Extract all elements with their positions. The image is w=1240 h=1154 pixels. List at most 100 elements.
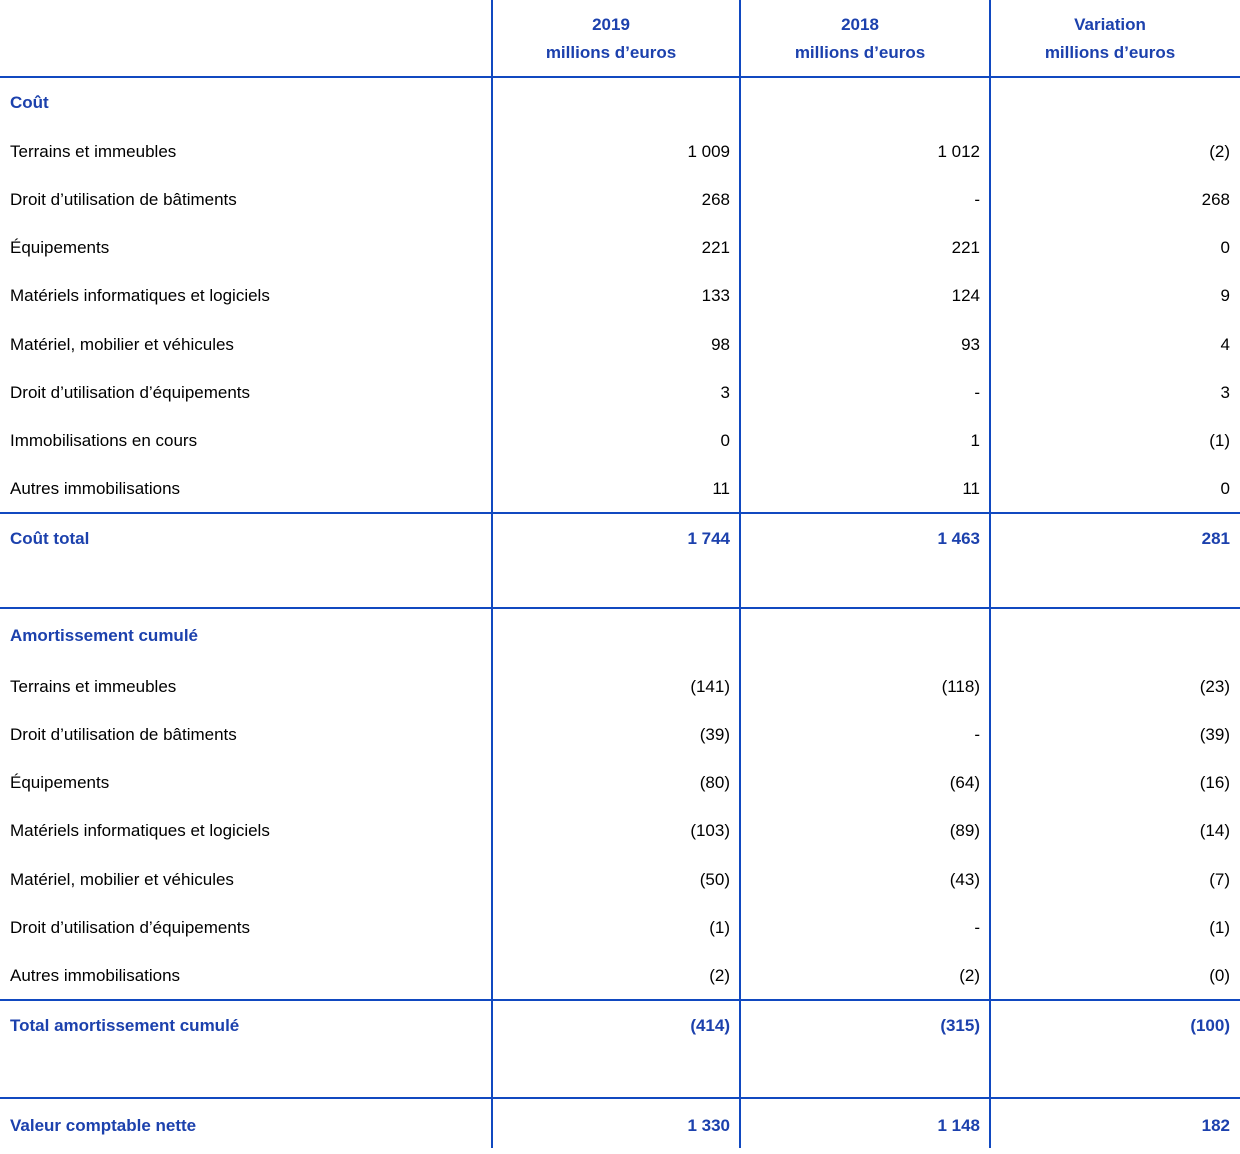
value-variation: 0 xyxy=(1220,478,1230,498)
table-row: Immobilisations en cours 0 1 (1) xyxy=(0,417,1240,465)
row-label: Droit d’utilisation de bâtiments xyxy=(10,725,237,745)
row-label: Droit d’utilisation de bâtiments xyxy=(10,190,237,210)
total-label: Coût total xyxy=(10,529,90,548)
total-row-amortisation: Total amortissement cumulé (414) (315) (… xyxy=(0,1000,1240,1098)
value-2019: 98 xyxy=(711,334,730,354)
total-label: Total amortissement cumulé xyxy=(10,1015,240,1035)
col-header-2019: 2019 millions d’euros xyxy=(492,0,740,77)
value-variation: (16) xyxy=(1199,773,1230,793)
value-2019: 133 xyxy=(701,286,730,306)
row-label: Équipements xyxy=(10,773,110,793)
net-value-rule xyxy=(0,1097,1240,1099)
total-row-cost: Coût total 1 744 1 463 281 xyxy=(0,513,1240,608)
total-value-variation: 281 xyxy=(1201,529,1230,548)
value-variation: (1) xyxy=(1209,430,1230,450)
table-row: Matériel, mobilier et véhicules 98 93 4 xyxy=(0,321,1240,369)
col-header-2018-year: 2018 xyxy=(841,14,879,34)
row-label: Équipements xyxy=(10,238,110,258)
value-variation: (1) xyxy=(1209,917,1230,937)
value-variation: (2) xyxy=(1209,142,1230,162)
row-label: Matériel, mobilier et véhicules xyxy=(10,334,234,354)
value-2018: - xyxy=(974,382,980,402)
value-2018: 93 xyxy=(961,334,980,354)
row-label: Matériels informatiques et logiciels xyxy=(10,821,270,841)
value-variation: (39) xyxy=(1199,725,1230,745)
table-row: Matériels informatiques et logiciels (10… xyxy=(0,807,1240,855)
net-value-variation: 182 xyxy=(1201,1115,1230,1135)
table-row: Terrains et immeubles 1 009 1 012 (2) xyxy=(0,128,1240,176)
col-header-variation: Variation millions d’euros xyxy=(990,0,1240,77)
table-row: Matériels informatiques et logiciels 133… xyxy=(0,272,1240,320)
value-2018: (89) xyxy=(949,821,980,841)
value-2019: 1 009 xyxy=(687,142,730,162)
amortisation-total-rule xyxy=(0,999,1240,1001)
value-2018: (118) xyxy=(941,677,980,697)
value-variation: 268 xyxy=(1201,190,1230,210)
col-header-2018: 2018 millions d’euros xyxy=(740,0,990,77)
value-2018: 221 xyxy=(951,238,980,258)
value-variation: 4 xyxy=(1220,334,1230,354)
column-divider-2 xyxy=(739,0,741,1148)
value-2019: 11 xyxy=(712,478,730,498)
section-header-cost: Coût xyxy=(0,77,1240,128)
table-row: Droit d’utilisation de bâtiments 268 - 2… xyxy=(0,176,1240,224)
row-label: Droit d’utilisation d’équipements xyxy=(10,382,251,402)
table-row: Droit d’utilisation d’équipements 3 - 3 xyxy=(0,369,1240,417)
table-row: Droit d’utilisation de bâtiments (39) - … xyxy=(0,711,1240,759)
value-2018: 1 xyxy=(970,430,980,450)
col-header-variation-label: Variation xyxy=(1074,14,1146,34)
row-label: Immobilisations en cours xyxy=(10,430,198,450)
row-label: Droit d’utilisation d’équipements xyxy=(10,917,251,937)
section-header-amortisation: Amortissement cumulé xyxy=(0,608,1240,663)
value-2019: 0 xyxy=(720,430,730,450)
net-book-value-row: Valeur comptable nette 1 330 1 148 182 xyxy=(0,1098,1240,1154)
cost-total-rule xyxy=(0,512,1240,514)
total-value-2018: 1 463 xyxy=(937,529,980,548)
value-2019: (2) xyxy=(709,965,730,985)
value-2019: (39) xyxy=(699,725,730,745)
value-variation: (7) xyxy=(1209,869,1230,889)
row-label: Terrains et immeubles xyxy=(10,677,177,697)
value-2019: 3 xyxy=(720,382,730,402)
table-row: Autres immobilisations (2) (2) (0) xyxy=(0,952,1240,1000)
row-label: Terrains et immeubles xyxy=(10,142,177,162)
table-row: Matériel, mobilier et véhicules (50) (43… xyxy=(0,856,1240,904)
total-value-2019: 1 744 xyxy=(687,529,730,548)
amortisation-section-rule xyxy=(0,607,1240,609)
row-label: Autres immobilisations xyxy=(10,965,181,985)
value-2018: (43) xyxy=(949,869,980,889)
row-label: Matériels informatiques et logiciels xyxy=(10,286,270,306)
section-title: Amortissement cumulé xyxy=(10,625,198,645)
value-2018: - xyxy=(974,917,980,937)
value-2019: 268 xyxy=(701,190,730,210)
total-value-variation: (100) xyxy=(1190,1015,1230,1035)
value-2018: - xyxy=(974,725,980,745)
value-2018: - xyxy=(974,190,980,210)
total-value-2018: (315) xyxy=(940,1015,980,1035)
value-variation: 3 xyxy=(1220,382,1230,402)
col-header-2019-unit: millions d’euros xyxy=(545,42,677,62)
value-2018: 11 xyxy=(962,478,980,498)
value-2018: 1 012 xyxy=(937,142,980,162)
value-variation: (23) xyxy=(1199,677,1230,697)
col-header-2019-year: 2019 xyxy=(592,14,630,34)
value-2019: (1) xyxy=(709,917,730,937)
value-2019: (50) xyxy=(699,869,730,889)
value-2018: 124 xyxy=(951,286,980,306)
column-divider-1 xyxy=(491,0,493,1148)
table-row: Équipements 221 221 0 xyxy=(0,224,1240,272)
total-value-2019: (414) xyxy=(690,1015,730,1035)
table-row: Autres immobilisations 11 11 0 xyxy=(0,465,1240,513)
table-row: Équipements (80) (64) (16) xyxy=(0,759,1240,807)
value-2018: (2) xyxy=(959,965,980,985)
row-label: Autres immobilisations xyxy=(10,478,181,498)
row-label: Matériel, mobilier et véhicules xyxy=(10,869,234,889)
value-variation: 0 xyxy=(1220,238,1230,258)
value-2019: (141) xyxy=(690,677,730,697)
col-header-variation-unit: millions d’euros xyxy=(1044,42,1176,62)
table-header-row: 2019 millions d’euros 2018 millions d’eu… xyxy=(0,0,1240,77)
table-row: Droit d’utilisation d’équipements (1) - … xyxy=(0,904,1240,952)
section-title: Coût xyxy=(10,92,49,112)
value-2019: 221 xyxy=(701,238,730,258)
